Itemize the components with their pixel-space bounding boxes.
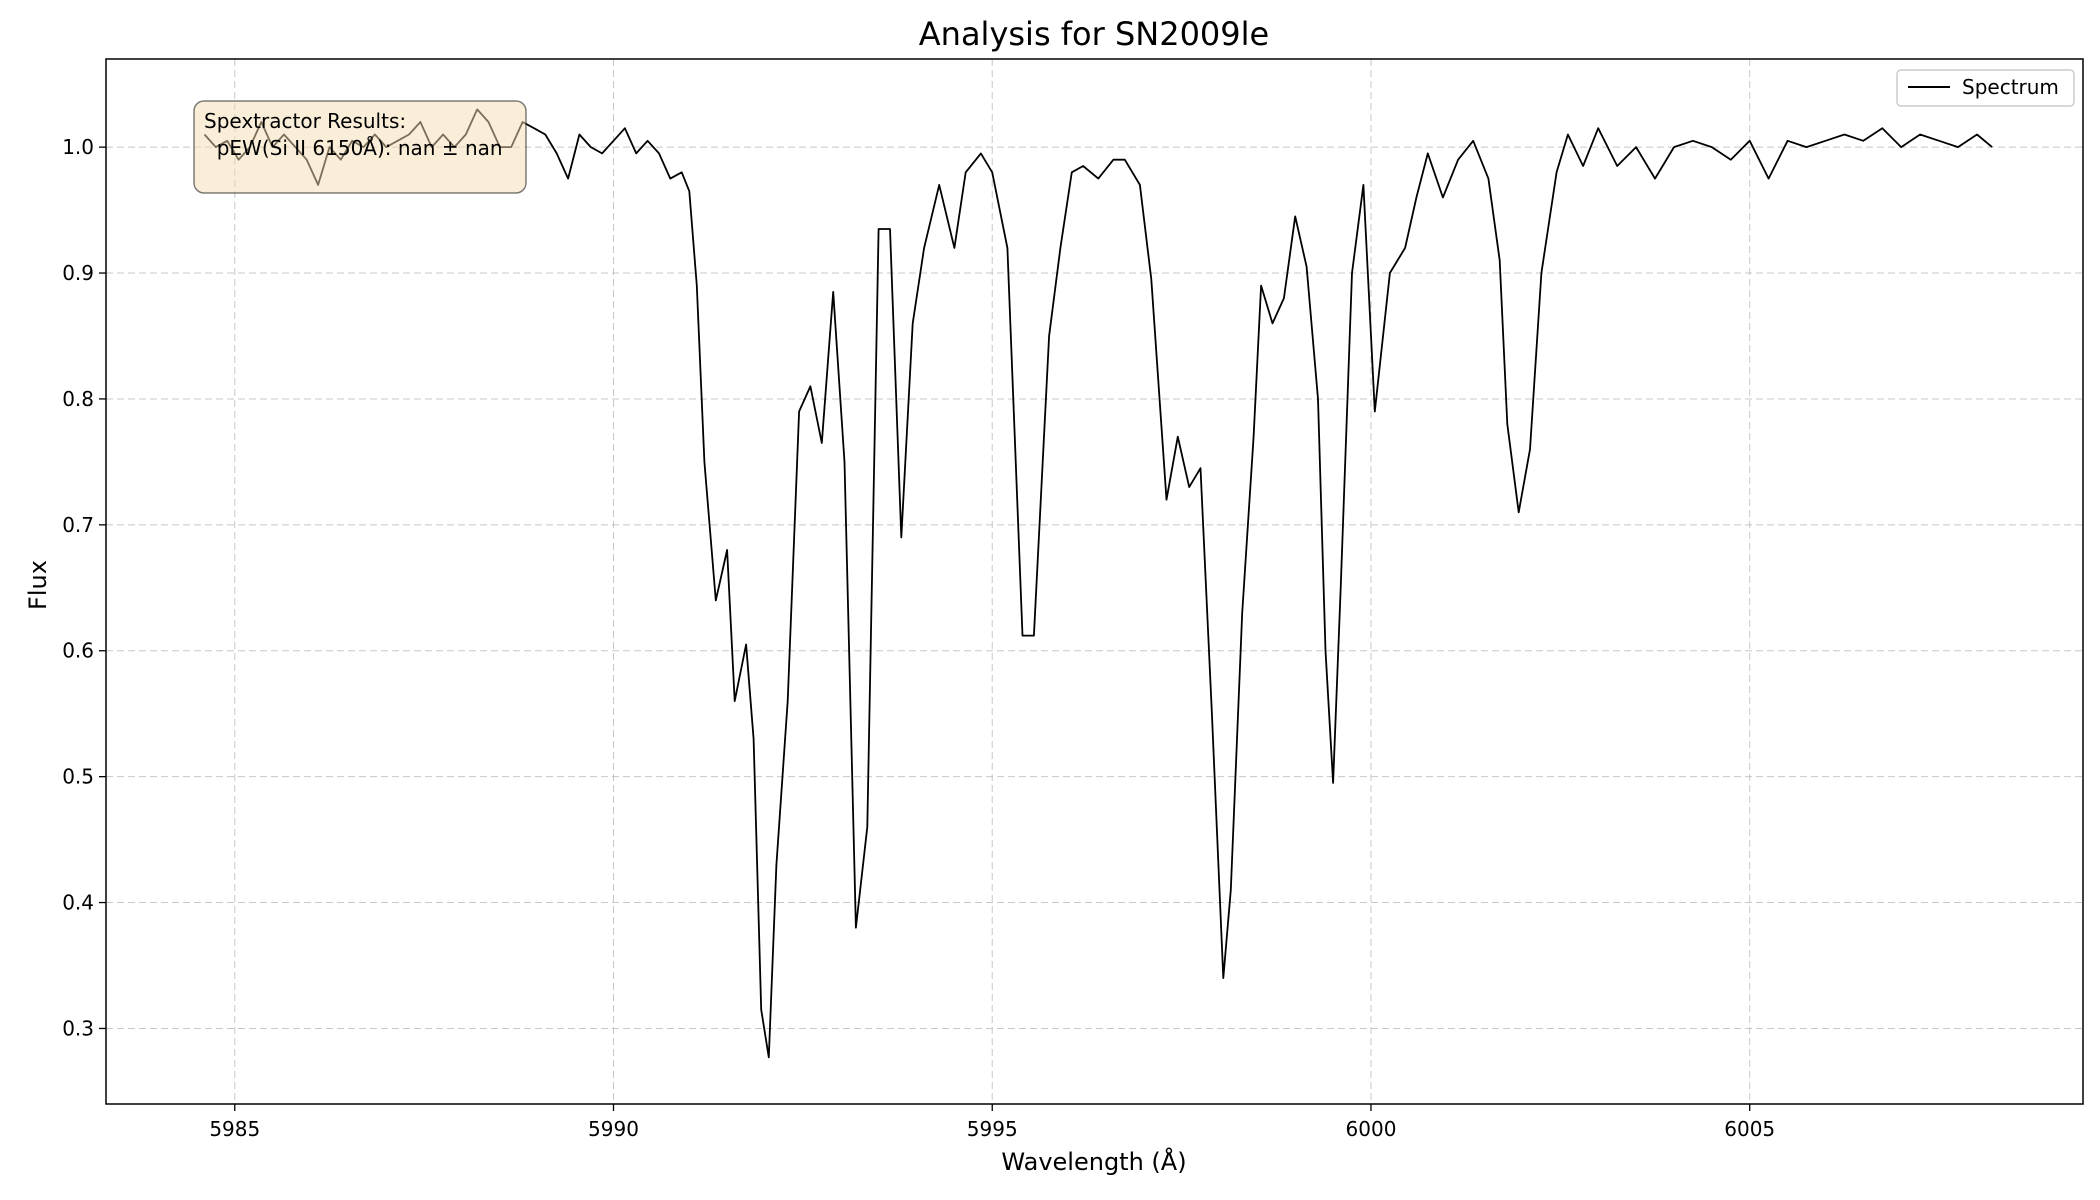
y-axis-label: Flux [24, 560, 52, 610]
y-tick-label: 0.8 [62, 387, 94, 411]
grid [106, 59, 2083, 1104]
y-tick-label: 1.0 [62, 135, 94, 159]
x-tick-label: 5995 [967, 1117, 1018, 1141]
y-tick-label: 0.7 [62, 513, 94, 537]
annotation-background [193, 100, 527, 194]
legend-background [1896, 69, 2075, 107]
y-tick-label: 0.6 [62, 639, 94, 663]
annotation-box: Spextractor Results: pEW(Si II 6150Å): n… [193, 100, 527, 194]
annotation-result: pEW(Si II 6150Å): nan ± nan [204, 136, 503, 160]
x-tick-label: 5990 [588, 1117, 639, 1141]
x-tick-label: 5985 [209, 1117, 260, 1141]
axes-frame [105, 58, 2084, 1105]
annotation-title: Spextractor Results: [204, 109, 406, 133]
legend-label: Spectrum [1962, 75, 2059, 99]
y-tick-label: 0.3 [62, 1016, 94, 1040]
y-tick-label: 0.9 [62, 261, 94, 285]
x-axis-label: Wavelength (Å) [1001, 1147, 1186, 1176]
legend: Spectrum [1896, 69, 2075, 107]
chart-title: Analysis for SN2009le [919, 15, 1269, 53]
axis-ticks: 5985 5990 5995 6000 6005 0.3 0.4 0.5 0.6 0.7 0.8 0.… [62, 135, 1775, 1141]
y-tick-label: 0.4 [62, 891, 94, 915]
x-tick-label: 6000 [1346, 1117, 1397, 1141]
x-tick-label: 6005 [1724, 1117, 1775, 1141]
y-tick-label: 0.5 [62, 765, 94, 789]
